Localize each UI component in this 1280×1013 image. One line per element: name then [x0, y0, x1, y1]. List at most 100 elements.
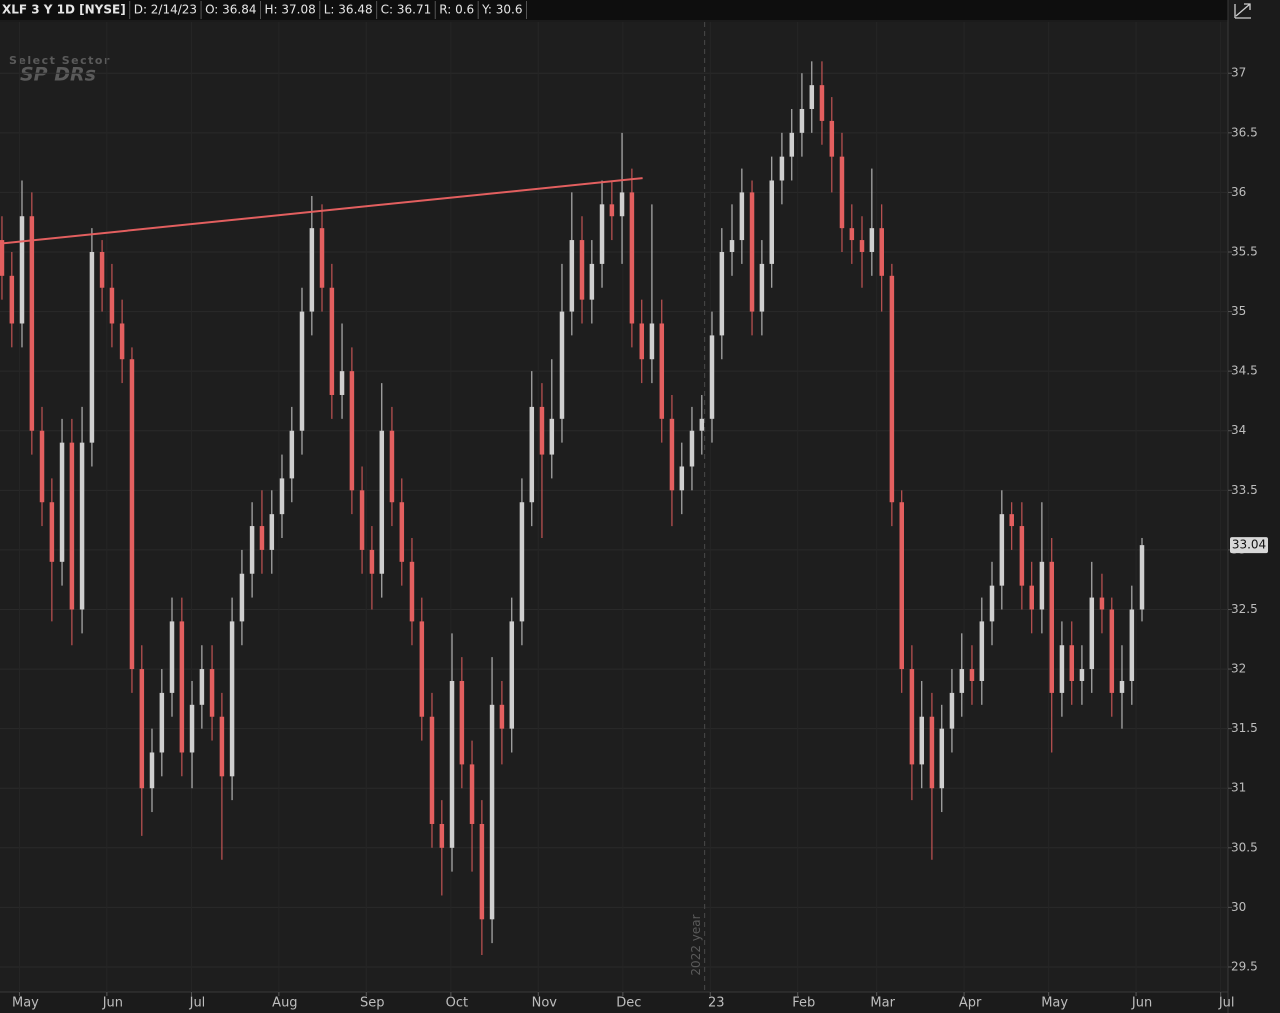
candle-body: [219, 716, 225, 777]
y-tick-label: 32: [1231, 662, 1246, 676]
y-tick-label: 29.5: [1231, 959, 1258, 973]
candle-body: [689, 430, 695, 467]
candle-body: [609, 204, 615, 217]
candle-body: [1109, 609, 1115, 693]
x-tick-label: Jul: [1218, 996, 1235, 1011]
candle-body: [179, 621, 185, 753]
candle-body: [699, 418, 705, 431]
tool-icon-glyph: [1234, 3, 1251, 19]
candle-body: [669, 418, 675, 491]
x-tick-label: Jun: [1131, 996, 1152, 1011]
candle-body: [579, 240, 585, 300]
candle-body: [459, 680, 465, 765]
candle-body: [739, 192, 745, 241]
candle-body: [409, 561, 415, 622]
quote-bar: [0, 0, 1228, 20]
candle-body: [929, 716, 935, 789]
candle-body: [999, 514, 1005, 586]
candle-body: [849, 228, 855, 241]
candle-body: [0, 240, 5, 276]
x-tick-label: May: [1041, 996, 1068, 1011]
candle-body: [559, 311, 565, 419]
candle-body: [1069, 645, 1075, 681]
candle-body: [199, 669, 205, 705]
candle-body: [309, 228, 315, 312]
quote-field: D: 2/14/23: [134, 3, 197, 17]
candle-body: [239, 573, 245, 622]
candle-body: [1039, 561, 1045, 610]
candle-body: [859, 240, 865, 252]
candle-body: [729, 240, 735, 252]
watermark-line2: SP DRs: [20, 64, 96, 86]
candle-body: [139, 669, 145, 789]
candle-body: [789, 132, 795, 157]
candle-body: [1129, 609, 1135, 681]
x-tick-label: Oct: [446, 996, 468, 1011]
candle-body: [989, 585, 995, 622]
candle-body: [539, 406, 545, 455]
candle-body: [1009, 514, 1014, 527]
quote-field: H: 37.08: [265, 3, 316, 17]
candle-body: [9, 275, 15, 324]
tool-icon[interactable]: [1234, 3, 1251, 19]
candle-body: [749, 192, 755, 312]
candle-body: [869, 228, 875, 252]
y-tick-label: 31.5: [1231, 721, 1258, 735]
candle-body: [1049, 561, 1055, 693]
y-tick-label: 35: [1231, 304, 1246, 318]
y-tick-label: 34.5: [1231, 364, 1258, 378]
candle-body: [169, 621, 175, 693]
candle-body: [1099, 597, 1105, 610]
x-tick-label: 23: [708, 996, 725, 1011]
candle-body: [359, 490, 365, 550]
x-tick-label: Dec: [616, 996, 641, 1011]
candle-body: [49, 502, 55, 562]
candle-body: [39, 430, 45, 503]
y-tick-label: 32.5: [1231, 602, 1258, 616]
x-tick-label: Feb: [792, 996, 815, 1011]
candle-body: [439, 823, 445, 848]
candle-body: [809, 85, 815, 109]
candle-body: [599, 204, 605, 264]
quote-field: L: 36.48: [324, 3, 373, 17]
last-value-tag: [1230, 537, 1268, 554]
candle-body: [149, 752, 155, 789]
candle-body: [189, 704, 195, 753]
candle-body: [719, 251, 725, 336]
candle-body: [19, 216, 25, 324]
candle-body: [769, 180, 775, 264]
candle-body: [349, 371, 355, 491]
candle-body: [1119, 680, 1125, 693]
y-tick-label: 35.5: [1231, 244, 1258, 258]
candle-body: [499, 704, 505, 729]
quote-field: C: 36.71: [381, 3, 432, 17]
candle-body: [979, 621, 985, 681]
candle-body: [449, 680, 455, 848]
candle-body: [269, 514, 275, 550]
candle-body: [649, 323, 655, 360]
candle-body: [549, 418, 555, 455]
candle-body: [519, 502, 525, 622]
plot-area: [0, 22, 1228, 992]
candle-body: [629, 192, 635, 324]
x-tick-label: Nov: [532, 996, 558, 1011]
candle-body: [319, 228, 325, 288]
candle-body: [109, 287, 115, 324]
year-label: 2022 year: [689, 914, 703, 975]
candle-body: [1139, 545, 1145, 610]
candle-body: [939, 728, 945, 789]
candle-body: [159, 692, 165, 753]
candle-body: [399, 502, 405, 562]
watermark-line1: Select Sector: [9, 54, 111, 67]
candle-body: [889, 275, 895, 503]
candle-body: [259, 526, 265, 550]
candle-body: [639, 323, 645, 360]
candle-body: [339, 371, 345, 395]
candle-body: [659, 323, 665, 419]
candle-body: [709, 335, 715, 419]
trendline: [0, 177, 643, 245]
y-tick-label: 36.5: [1231, 125, 1258, 139]
candle-body: [619, 192, 625, 217]
candle-body: [299, 311, 305, 431]
